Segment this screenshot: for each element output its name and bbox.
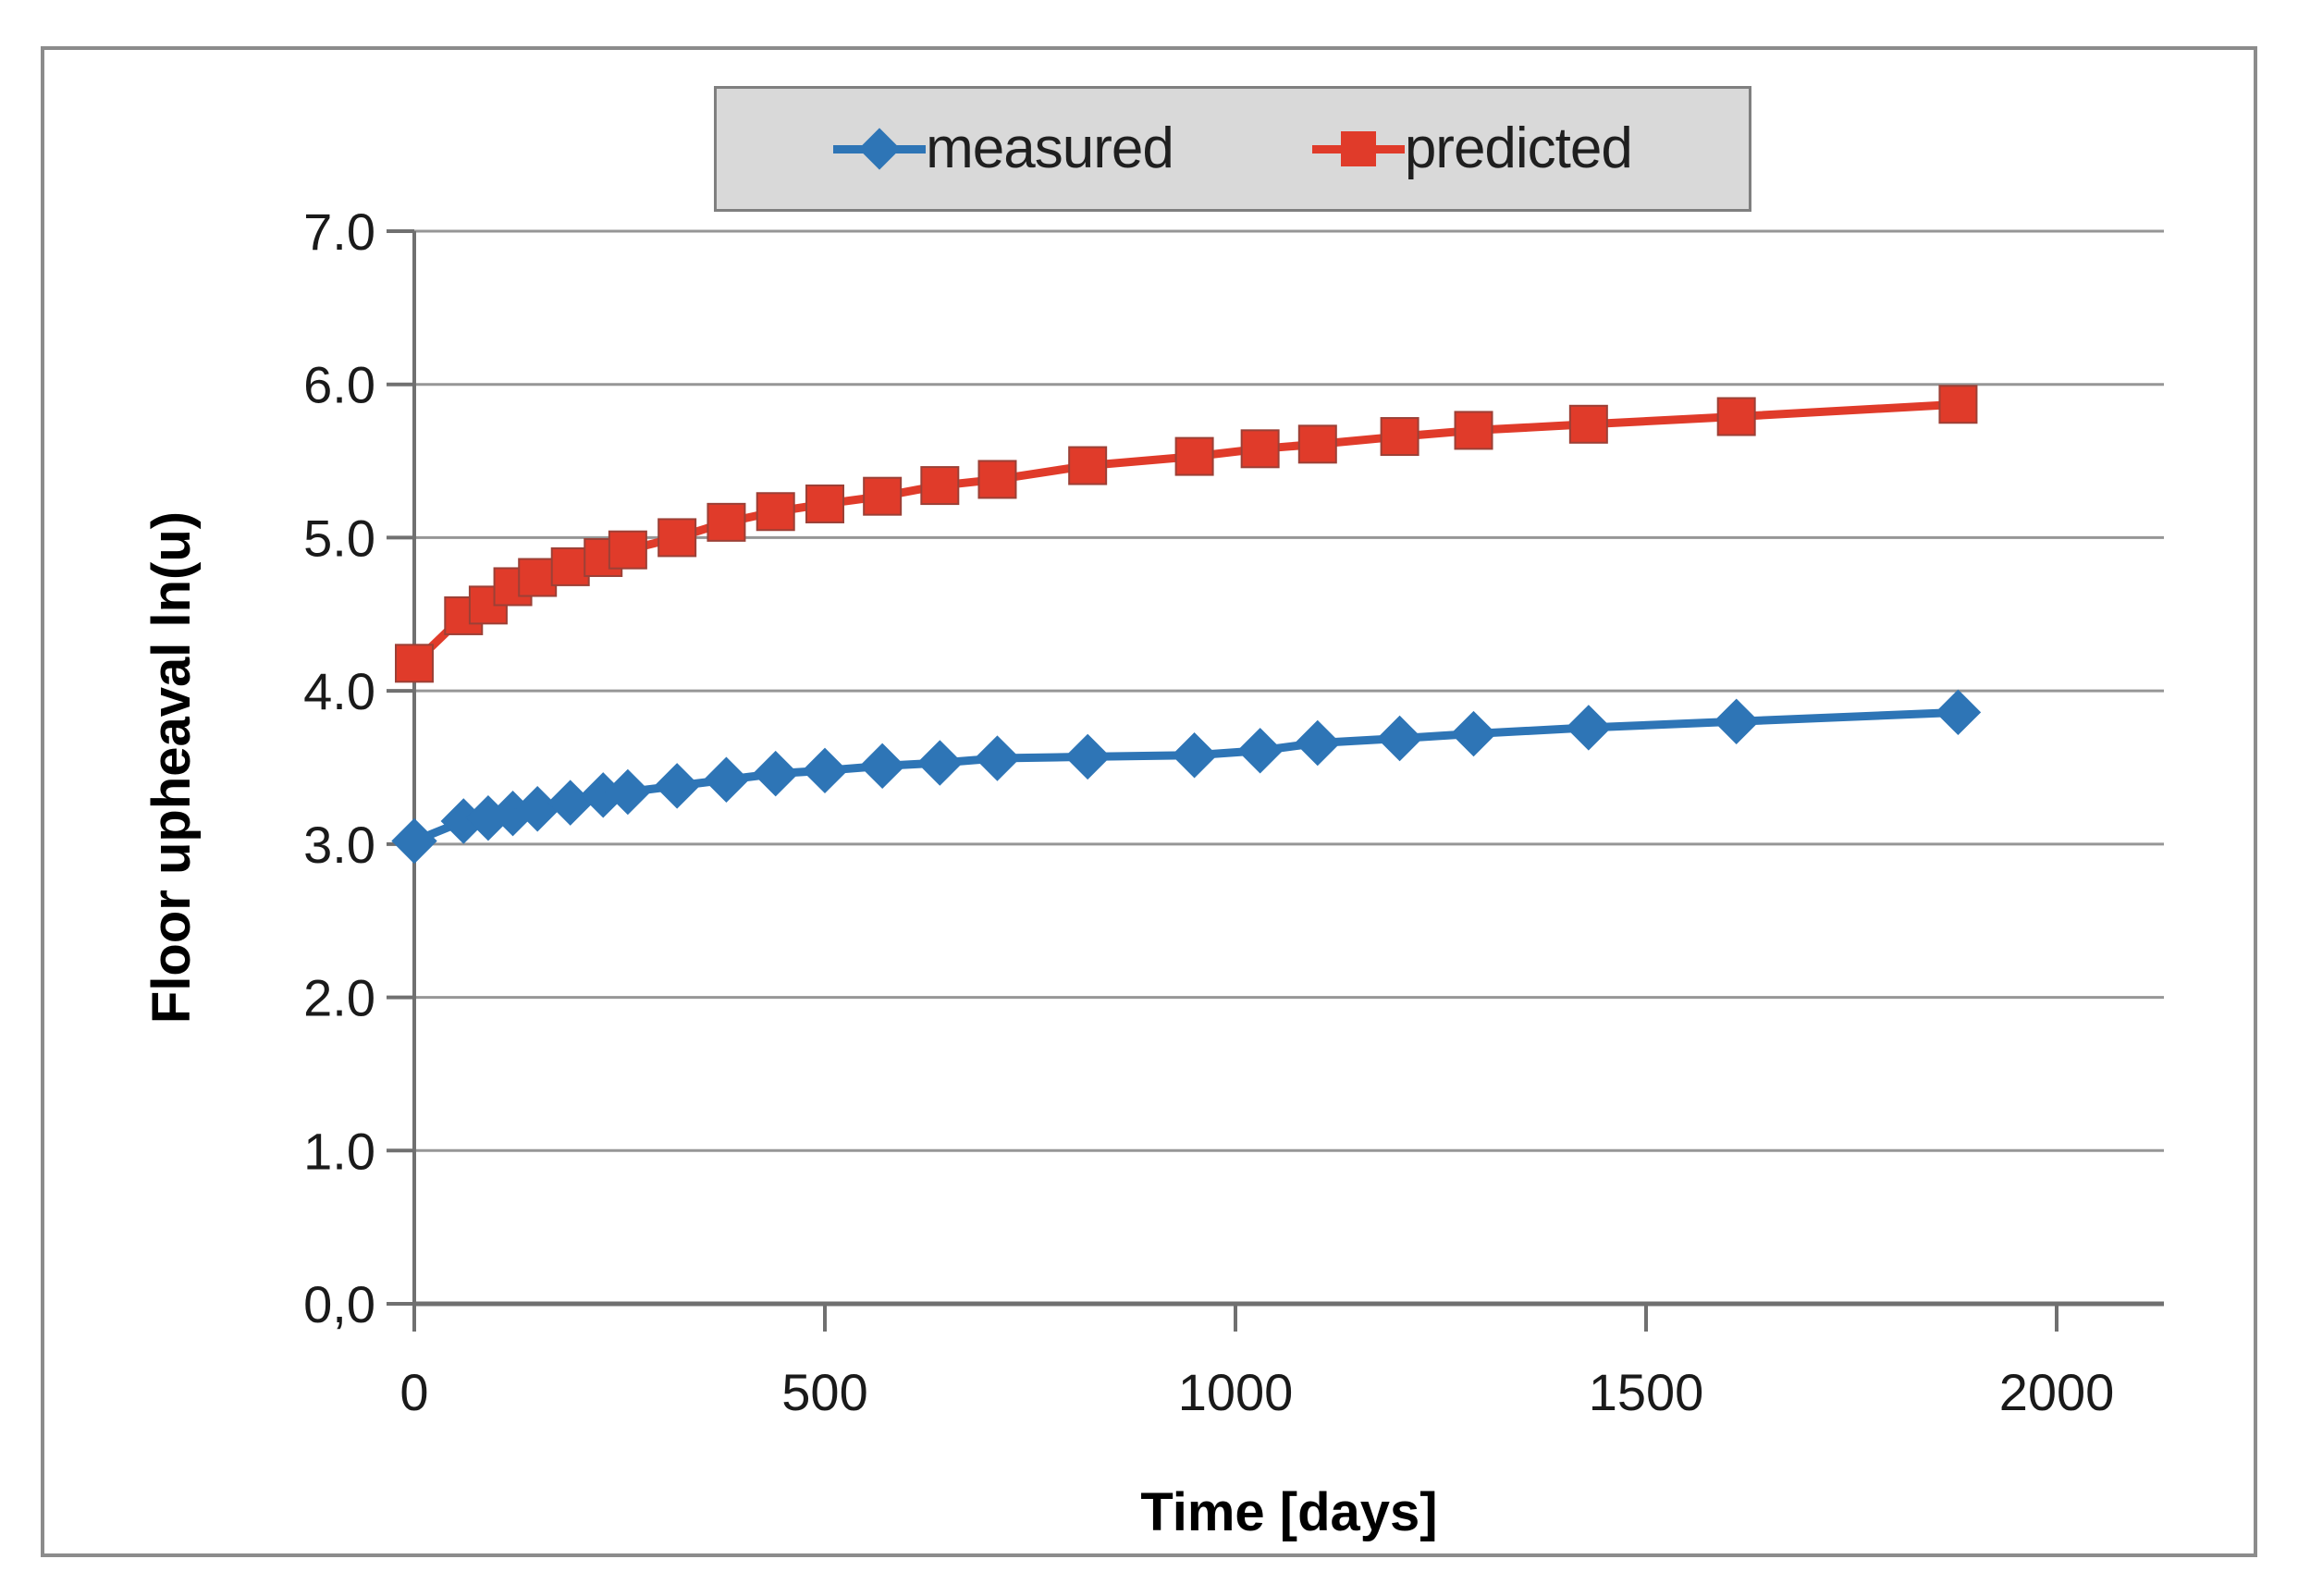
y-tick-label: 0,0 bbox=[303, 1275, 375, 1333]
series-predicted-marker bbox=[1174, 436, 1214, 476]
y-tick-label: 3.0 bbox=[303, 816, 375, 874]
series-measured-marker bbox=[703, 756, 750, 803]
legend-item-measured: measured bbox=[833, 120, 1174, 178]
series-predicted-marker bbox=[657, 518, 697, 558]
y-tick-label: 4.0 bbox=[303, 662, 375, 720]
series-predicted-marker bbox=[707, 502, 746, 542]
legend-label-measured: measured bbox=[926, 117, 1174, 180]
series-predicted-marker bbox=[756, 492, 795, 532]
x-tick-label: 1000 bbox=[1178, 1363, 1294, 1421]
figure-frame bbox=[41, 46, 2257, 1557]
series-predicted-marker bbox=[1068, 446, 1108, 485]
x-tick-label: 500 bbox=[781, 1363, 867, 1421]
series-measured-marker bbox=[605, 768, 651, 816]
square-marker-icon bbox=[1340, 131, 1376, 166]
x-tick-label: 0 bbox=[399, 1363, 428, 1421]
series-measured-marker bbox=[1450, 710, 1497, 757]
series-measured-marker bbox=[1713, 698, 1760, 744]
series-measured-marker bbox=[654, 763, 700, 809]
y-axis-title: Floor upheaval ln(u) bbox=[141, 511, 202, 1024]
predicted-series-swatch bbox=[1311, 129, 1405, 169]
series-measured-marker bbox=[1295, 719, 1341, 767]
series-predicted-marker bbox=[1716, 397, 1756, 436]
y-tick-label: 6.0 bbox=[303, 356, 375, 414]
legend-item-predicted: predicted bbox=[1311, 117, 1633, 180]
series-measured-marker bbox=[916, 740, 964, 786]
series-predicted-marker bbox=[395, 644, 434, 683]
series-predicted-marker bbox=[518, 558, 558, 597]
series-predicted-marker bbox=[1297, 424, 1337, 464]
y-tick-label: 7.0 bbox=[303, 203, 375, 261]
series-measured-marker bbox=[1171, 732, 1218, 779]
series-predicted-marker bbox=[1568, 404, 1608, 444]
series-measured-marker bbox=[753, 750, 799, 797]
series-measured-marker bbox=[974, 735, 1021, 781]
series-predicted-marker bbox=[1240, 429, 1280, 469]
y-tick-label: 5.0 bbox=[303, 509, 375, 567]
diamond-marker-icon bbox=[858, 128, 901, 170]
series-predicted-marker bbox=[1454, 411, 1493, 450]
series-predicted-marker bbox=[608, 530, 647, 570]
series-measured-marker bbox=[1935, 689, 1982, 736]
series-measured-marker bbox=[547, 780, 594, 826]
series-measured-marker bbox=[802, 747, 848, 794]
series-predicted-marker bbox=[863, 476, 903, 516]
series-measured-marker bbox=[1064, 733, 1111, 780]
series-measured-marker bbox=[1376, 715, 1423, 762]
y-tick-label: 2.0 bbox=[303, 969, 375, 1027]
series-predicted-marker bbox=[550, 546, 590, 586]
series-predicted-marker bbox=[920, 466, 960, 506]
legend: measured predicted bbox=[714, 86, 1751, 212]
series-predicted-marker bbox=[805, 484, 844, 523]
series-measured-marker bbox=[1566, 705, 1612, 751]
measured-series-swatch bbox=[833, 128, 927, 170]
series-measured-marker bbox=[1236, 728, 1284, 774]
series-predicted-marker bbox=[1938, 385, 1978, 424]
series-predicted-marker bbox=[1380, 417, 1419, 457]
x-axis-title: Time [days] bbox=[1140, 1482, 1437, 1542]
x-tick-label: 2000 bbox=[1999, 1363, 2115, 1421]
series-measured-marker bbox=[391, 817, 437, 865]
x-tick-label: 1500 bbox=[1589, 1363, 1704, 1421]
series-measured-marker bbox=[859, 743, 905, 790]
series-predicted-marker bbox=[977, 460, 1017, 499]
y-tick-label: 1.0 bbox=[303, 1122, 375, 1180]
legend-label-predicted: predicted bbox=[1404, 117, 1633, 180]
